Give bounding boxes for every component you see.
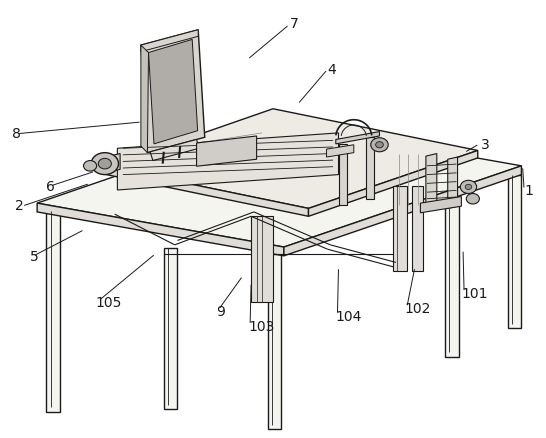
Polygon shape [150, 140, 199, 161]
Text: 104: 104 [336, 309, 362, 323]
Text: 5: 5 [30, 249, 39, 263]
Circle shape [84, 161, 97, 172]
Text: 4: 4 [328, 63, 336, 77]
Circle shape [465, 185, 472, 190]
Text: 8: 8 [12, 127, 21, 141]
Polygon shape [412, 186, 423, 272]
Circle shape [91, 153, 118, 175]
Text: 6: 6 [46, 179, 55, 193]
Polygon shape [268, 255, 281, 429]
Circle shape [98, 159, 111, 170]
Polygon shape [284, 166, 521, 256]
Polygon shape [308, 151, 478, 217]
Polygon shape [117, 134, 339, 191]
Circle shape [376, 142, 383, 148]
Polygon shape [37, 204, 284, 256]
Polygon shape [508, 175, 521, 328]
Text: 7: 7 [289, 17, 298, 31]
Polygon shape [197, 137, 257, 167]
Circle shape [460, 181, 477, 194]
Polygon shape [141, 31, 198, 53]
Text: 3: 3 [480, 138, 489, 152]
Polygon shape [393, 186, 407, 272]
Polygon shape [106, 110, 478, 209]
Polygon shape [420, 197, 461, 213]
Text: 101: 101 [461, 286, 488, 300]
Polygon shape [141, 31, 205, 153]
Polygon shape [149, 40, 198, 145]
Polygon shape [445, 206, 459, 357]
Polygon shape [106, 167, 308, 217]
Polygon shape [105, 154, 120, 173]
Polygon shape [327, 145, 354, 158]
Polygon shape [366, 138, 374, 199]
Polygon shape [37, 123, 521, 247]
Polygon shape [448, 158, 458, 209]
Text: 102: 102 [404, 302, 430, 316]
Text: 2: 2 [15, 199, 24, 213]
Polygon shape [336, 132, 379, 145]
Text: 9: 9 [216, 304, 224, 318]
Polygon shape [339, 145, 347, 206]
Text: 103: 103 [248, 319, 275, 333]
Polygon shape [141, 46, 149, 153]
Polygon shape [426, 154, 437, 206]
Circle shape [466, 194, 479, 205]
Polygon shape [46, 212, 60, 412]
Polygon shape [251, 217, 273, 302]
Text: 1: 1 [524, 184, 533, 198]
Polygon shape [164, 249, 177, 410]
Circle shape [371, 138, 388, 152]
Text: 105: 105 [96, 295, 122, 309]
